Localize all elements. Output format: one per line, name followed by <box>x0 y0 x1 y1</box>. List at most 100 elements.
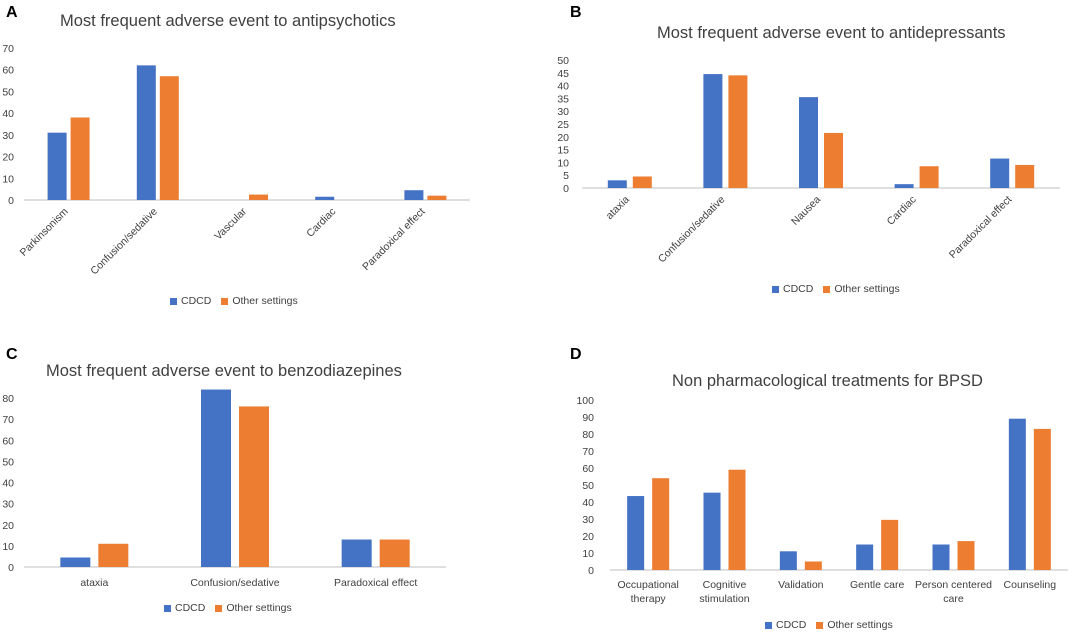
legend-label-other: Other settings <box>834 283 900 295</box>
legend-swatch-other <box>816 621 824 629</box>
y-tick-label: 10 <box>2 173 14 185</box>
bar-other <box>1033 428 1051 570</box>
bar-cdcd <box>894 184 914 188</box>
y-tick-label: 80 <box>582 429 594 441</box>
chart-panel-b: B Most frequent adverse event to antidep… <box>542 0 1084 316</box>
y-tick-label: 25 <box>557 119 569 131</box>
x-tick-label: Vascular <box>212 205 249 242</box>
legend-label-cdcd: CDCD <box>776 619 807 631</box>
panel-letter: D <box>570 346 582 363</box>
chart-title: Most frequent adverse event to antidepre… <box>657 24 1006 42</box>
bar-chart: 0 10 20 30 40 50 60 70 Parkinsonism Confusion/sed… <box>2 43 470 278</box>
y-tick-label: 70 <box>2 43 14 55</box>
bar-other <box>824 132 843 188</box>
y-tick-label: 5 <box>563 170 569 182</box>
x-tick-label: Nausea <box>789 194 823 228</box>
chart-title: Most frequent adverse event to antipsych… <box>60 12 396 30</box>
y-tick-label: 30 <box>582 514 594 526</box>
bar-other <box>239 406 269 567</box>
x-tick-label: Paradoxical effect <box>947 194 1014 261</box>
y-tick-label: 0 <box>8 562 14 574</box>
y-tick-label: 40 <box>582 497 594 509</box>
y-tick-label: 70 <box>582 446 594 458</box>
bar-cdcd <box>856 544 874 570</box>
bar-cdcd <box>799 97 818 188</box>
legend-label-cdcd: CDCD <box>783 283 814 295</box>
x-tick-label: Gentle care <box>850 579 904 591</box>
legend-label-other: Other settings <box>226 602 292 614</box>
x-tick-label: Cognitive stimulation <box>699 579 749 605</box>
bar-other <box>379 539 410 567</box>
legend-label-cdcd: CDCD <box>181 295 212 307</box>
bar-cdcd <box>990 158 1010 188</box>
bar-chart: 0 10 20 30 40 50 60 70 80 ataxia Confusion/sedativ… <box>2 389 446 589</box>
bar-cdcd <box>779 551 797 570</box>
x-tick-label: Cardiac <box>885 194 919 228</box>
y-tick-label: 10 <box>557 157 569 169</box>
panel-letter: B <box>570 4 582 21</box>
y-tick-label: 30 <box>2 499 14 511</box>
bar-cdcd <box>703 492 721 570</box>
y-tick-label: 10 <box>2 541 14 553</box>
bar-cdcd <box>607 180 627 188</box>
legend-swatch-cdcd <box>765 621 772 629</box>
x-tick-label: Counseling <box>1004 579 1057 591</box>
bar-cdcd <box>47 132 67 200</box>
chart-panel-a: A Most frequent adverse event to antipsy… <box>0 0 540 316</box>
y-tick-label: 20 <box>582 531 594 543</box>
x-tick-label: Parkinsonism <box>18 205 71 258</box>
chart-title: Most frequent adverse event to benzodiaz… <box>46 362 402 380</box>
y-tick-label: 40 <box>2 478 14 490</box>
y-tick-label: 10 <box>582 548 594 560</box>
y-tick-label: 40 <box>557 81 569 93</box>
bar-other <box>98 543 129 567</box>
chart-legend: CDCD Other settings <box>765 619 893 631</box>
bar-cdcd <box>703 74 723 188</box>
x-tick-label: Confusion/sedative <box>190 577 279 589</box>
chart-panel-c: C Most frequent adverse event to benzodi… <box>0 316 540 633</box>
chart-legend: CDCD Other settings <box>164 602 292 614</box>
y-tick-label: 50 <box>2 86 14 98</box>
y-tick-label: 30 <box>2 130 14 142</box>
bar-cdcd <box>404 190 424 200</box>
bar-other <box>728 469 746 570</box>
y-tick-label: 60 <box>2 435 14 447</box>
bar-other <box>159 76 179 200</box>
bar-other <box>919 166 939 188</box>
chart-legend: CDCD Other settings <box>170 295 298 307</box>
bar-cdcd <box>341 539 372 567</box>
bar-cdcd <box>315 196 335 200</box>
bar-other <box>728 75 748 188</box>
bar-other <box>632 176 652 188</box>
bar-other <box>249 194 268 200</box>
y-tick-label: 90 <box>582 412 594 424</box>
x-tick-label: Confusion/sedative <box>88 206 160 278</box>
legend-label-other: Other settings <box>232 295 298 307</box>
panel-letter: C <box>6 346 18 363</box>
bar-other <box>881 519 899 570</box>
y-tick-label: 70 <box>2 414 14 426</box>
x-tick-label: Validation <box>778 579 823 591</box>
bar-other <box>1015 164 1035 188</box>
y-tick-label: 60 <box>582 463 594 475</box>
y-tick-label: 50 <box>557 55 569 67</box>
legend-swatch-other <box>823 285 831 293</box>
x-tick-label: Paradoxical effect <box>334 577 417 589</box>
x-tick-label: Paradoxical effect <box>360 206 427 273</box>
y-tick-label: 20 <box>557 132 569 144</box>
bar-other <box>957 541 975 570</box>
bar-cdcd <box>201 389 231 567</box>
x-tick-label: Person centered care <box>915 579 992 605</box>
bar-chart: 0 10 20 30 40 50 60 70 80 90 100 Occupational therap… <box>576 395 1068 605</box>
x-tick-label: ataxia <box>80 577 108 589</box>
legend-swatch-cdcd <box>164 604 171 612</box>
y-tick-label: 80 <box>2 393 14 405</box>
y-tick-label: 15 <box>557 145 569 157</box>
y-tick-label: 0 <box>588 565 594 577</box>
y-tick-label: 50 <box>582 480 594 492</box>
chart-panel-d: D Non pharmacological treatments for BPS… <box>542 316 1084 633</box>
bar-other <box>427 195 447 200</box>
bar-other <box>652 478 670 570</box>
y-tick-label: 45 <box>557 68 569 80</box>
y-tick-label: 100 <box>576 395 594 407</box>
